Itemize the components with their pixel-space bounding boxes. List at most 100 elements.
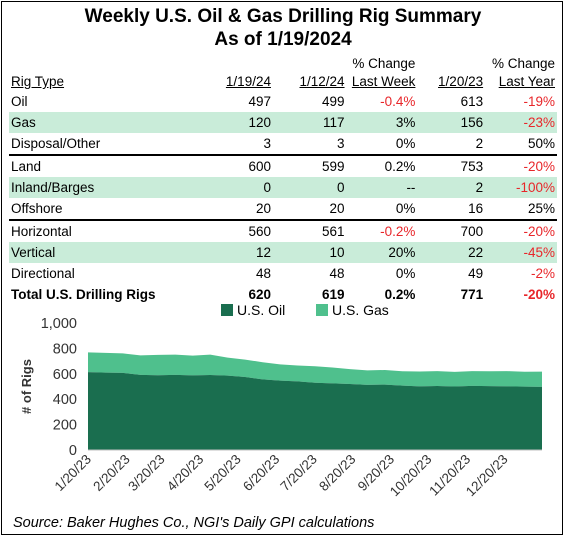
table-row: Horizontal 560 561 -0.2% 700 -20%: [9, 219, 557, 242]
table-cell-v1: 620: [248, 287, 271, 302]
x-tick-label: 5/20/23: [201, 452, 243, 494]
table-cell-v2: 117: [270, 112, 345, 133]
table-cell-v1: 20: [255, 201, 271, 216]
y-tick-label: 0: [69, 443, 77, 459]
table-cell-ly: 613: [460, 94, 484, 109]
table-cell-v2: 3: [337, 136, 345, 151]
table-cell-wk: 3%: [344, 112, 416, 133]
y-tick-label: 800: [53, 341, 77, 357]
table-cell-v2: 599: [270, 154, 345, 177]
table-cell-v1: 3: [263, 136, 271, 151]
table-cell-ly: 753: [415, 154, 484, 177]
table-cell-v2: 20: [329, 201, 345, 216]
table-row: Disposal/Other 3 3 0% 2 50%: [9, 133, 557, 155]
table-cell-ly: 2: [475, 136, 484, 151]
table-cell-yr: -19%: [523, 94, 555, 109]
table-cell-v1: 560: [196, 219, 271, 242]
x-tick-label: 8/20/23: [316, 452, 358, 494]
table-cell-v1: 12: [196, 242, 271, 263]
table-cell-yr: 25%: [527, 201, 555, 216]
table-cell-label: Offshore: [11, 201, 63, 216]
table-cell-yr: -100%: [483, 177, 557, 198]
table-cell-yr: -2%: [530, 266, 555, 281]
header-prior-week-date: 1/12/24: [299, 74, 345, 89]
x-tick-label: 2/20/23: [90, 452, 132, 494]
table-cell-label: Land: [9, 154, 197, 177]
x-tick-label: 7/20/23: [277, 452, 319, 494]
table-row: Land 600 599 0.2% 753 -20%: [9, 154, 557, 177]
y-axis-label: # of Rigs: [19, 359, 34, 414]
table-cell-wk: 0%: [395, 136, 416, 151]
table-cell-wk: --: [344, 177, 416, 198]
table-cell-v2: 499: [322, 94, 345, 109]
y-tick-label: 600: [53, 367, 77, 383]
legend-swatch: [316, 304, 328, 316]
table-cell-v1: 600: [196, 154, 271, 177]
table-cell-label: Inland/Barges: [9, 177, 197, 198]
table-row: Directional 48 48 0% 49 -2%: [9, 263, 557, 284]
table-cell-ly: 771: [460, 287, 484, 302]
table-cell-wk: 0%: [395, 266, 416, 281]
table-cell-ly: 700: [415, 219, 484, 242]
table-cell-ly: 22: [415, 242, 484, 263]
gas-series-area: [88, 352, 542, 387]
table-cell-ly: 2: [415, 177, 484, 198]
table-cell-v1: 120: [196, 112, 271, 133]
table-cell-wk: 0.2%: [384, 287, 416, 302]
header-current-date: 1/19/24: [225, 74, 271, 89]
x-tick-label: 6/20/23: [240, 452, 282, 494]
oil-series-area: [88, 372, 542, 450]
header-last-year-date: 1/20/23: [438, 74, 484, 89]
table-cell-ly: 156: [415, 112, 484, 133]
table-cell-v1: 48: [255, 266, 271, 281]
table-cell-label: Horizontal: [9, 219, 197, 242]
table-row: Inland/Barges 0 0 -- 2 -100%: [9, 177, 557, 198]
table-cell-label: Directional: [11, 266, 75, 281]
legend-label: U.S. Gas: [332, 302, 389, 318]
table-cell-label: Total U.S. Drilling Rigs: [11, 287, 156, 302]
table-cell-wk: -0.4%: [380, 94, 416, 109]
table-body: Oil 497 499 -0.4% 613 -19% Gas 120 117 3% 156 -23% D…: [9, 91, 557, 305]
header-change-last-year: % Change Last Year: [491, 56, 555, 89]
table-cell-ly: 49: [468, 266, 484, 281]
header-rig-type: Rig Type: [11, 74, 65, 89]
table-cell-yr: 50%: [527, 136, 555, 151]
table-cell-v1: 0: [196, 177, 271, 198]
table-cell-wk: 20%: [344, 242, 416, 263]
table-cell-ly: 16: [468, 201, 484, 216]
table-cell-v2: 10: [270, 242, 345, 263]
table-cell-label: Gas: [9, 112, 197, 133]
table-cell-wk: 0%: [395, 201, 416, 216]
table-cell-yr: -45%: [483, 242, 557, 263]
y-tick-label: 400: [53, 392, 77, 408]
table-row: Vertical 12 10 20% 22 -45%: [9, 242, 557, 263]
table-cell-yr: -20%: [523, 287, 555, 302]
legend-label: U.S. Oil: [237, 302, 285, 318]
table-cell-v1: 497: [248, 94, 271, 109]
x-tick-label: 4/20/23: [164, 452, 206, 494]
y-tick-label: 1,000: [41, 316, 77, 332]
table-cell-yr: -20%: [483, 219, 557, 242]
rig-summary-table: Rig Type 1/19/24 1/12/24 % Change Last We…: [9, 55, 557, 305]
table-cell-label: Oil: [11, 94, 28, 109]
table-cell-label: Vertical: [9, 242, 197, 263]
table-cell-v2: 48: [329, 266, 345, 281]
x-tick-label: 10/20/23: [387, 452, 435, 500]
chart-subtitle: As of 1/19/2024: [214, 29, 352, 50]
source-note: Source: Baker Hughes Co., NGI's Daily GP…: [13, 515, 375, 531]
table-cell-v2: 0: [270, 177, 345, 198]
table-cell-yr: -23%: [483, 112, 557, 133]
table-row: Gas 120 117 3% 156 -23%: [9, 112, 557, 133]
table-cell-v2: 561: [270, 219, 345, 242]
y-tick-label: 200: [53, 418, 77, 434]
header-change-last-week: % Change Last Week: [351, 56, 416, 89]
table-header-row: Rig Type 1/19/24 1/12/24 % Change Last We…: [9, 55, 557, 91]
chart-title: Weekly U.S. Oil & Gas Drilling Rig Summa…: [84, 6, 482, 27]
table-cell-wk: -0.2%: [344, 219, 416, 242]
table-row: Offshore 20 20 0% 16 25%: [9, 198, 557, 220]
table-cell-v2: 619: [322, 287, 345, 302]
table-cell-label: Disposal/Other: [11, 136, 101, 151]
x-tick-label: 3/20/23: [125, 452, 167, 494]
